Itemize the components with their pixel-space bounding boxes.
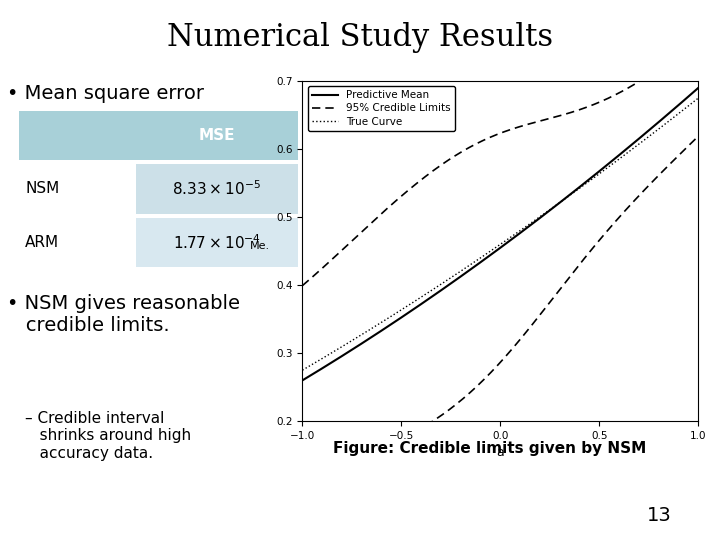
95% Credible Limits [346, 239, 354, 246]
95% Credible Limits [584, 103, 593, 110]
Predictive Mean [298, 377, 307, 383]
95% Credible Limits [298, 282, 307, 289]
Predictive Mean [694, 85, 703, 91]
Text: Figure: Credible limits given by NSM: Figure: Credible limits given by NSM [333, 441, 647, 456]
Line: Predictive Mean: Predictive Mean [302, 88, 698, 380]
FancyBboxPatch shape [136, 164, 297, 214]
Predictive Mean [455, 274, 464, 281]
Predictive Mean [427, 294, 436, 300]
95% Credible Limits [547, 114, 556, 121]
FancyBboxPatch shape [19, 164, 136, 214]
Text: • NSM gives reasonable
   credible limits.: • NSM gives reasonable credible limits. [7, 294, 240, 335]
95% Credible Limits [694, 36, 703, 43]
True Curve [586, 177, 595, 184]
Predictive Mean [346, 348, 354, 354]
Text: 13: 13 [647, 506, 671, 525]
95% Credible Limits [586, 103, 595, 109]
Line: True Curve: True Curve [302, 98, 698, 370]
X-axis label: a: a [497, 447, 504, 460]
FancyBboxPatch shape [136, 218, 297, 267]
True Curve [584, 179, 593, 185]
True Curve [427, 287, 436, 294]
Line: 95% Credible Limits: 95% Credible Limits [302, 39, 698, 286]
95% Credible Limits [455, 150, 464, 157]
True Curve [298, 367, 307, 374]
Predictive Mean [584, 177, 593, 184]
Text: $1.77 \times 10^{-4}$: $1.77 \times 10^{-4}$ [173, 233, 261, 252]
True Curve [547, 205, 556, 212]
Text: • Mean square error: • Mean square error [7, 84, 204, 103]
True Curve [346, 339, 354, 345]
Text: MSE: MSE [199, 127, 235, 143]
Text: – Credible interval
   shrinks around high
   accuracy data.: – Credible interval shrinks around high … [25, 411, 192, 461]
Predictive Mean [586, 176, 595, 182]
True Curve [455, 269, 464, 275]
95% Credible Limits [427, 169, 436, 176]
Text: ARM: ARM [25, 235, 60, 250]
FancyBboxPatch shape [19, 218, 136, 267]
Text: $8.33 \times 10^{-5}$: $8.33 \times 10^{-5}$ [172, 180, 261, 198]
Legend: Predictive Mean, 95% Credible Limits, True Curve: Predictive Mean, 95% Credible Limits, Tr… [307, 86, 455, 131]
FancyBboxPatch shape [19, 111, 297, 160]
Text: Numerical Study Results: Numerical Study Results [167, 22, 553, 53]
Predictive Mean [547, 206, 556, 212]
Y-axis label: Me.: Me. [249, 241, 269, 251]
Text: NSM: NSM [25, 181, 60, 197]
True Curve [694, 94, 703, 101]
